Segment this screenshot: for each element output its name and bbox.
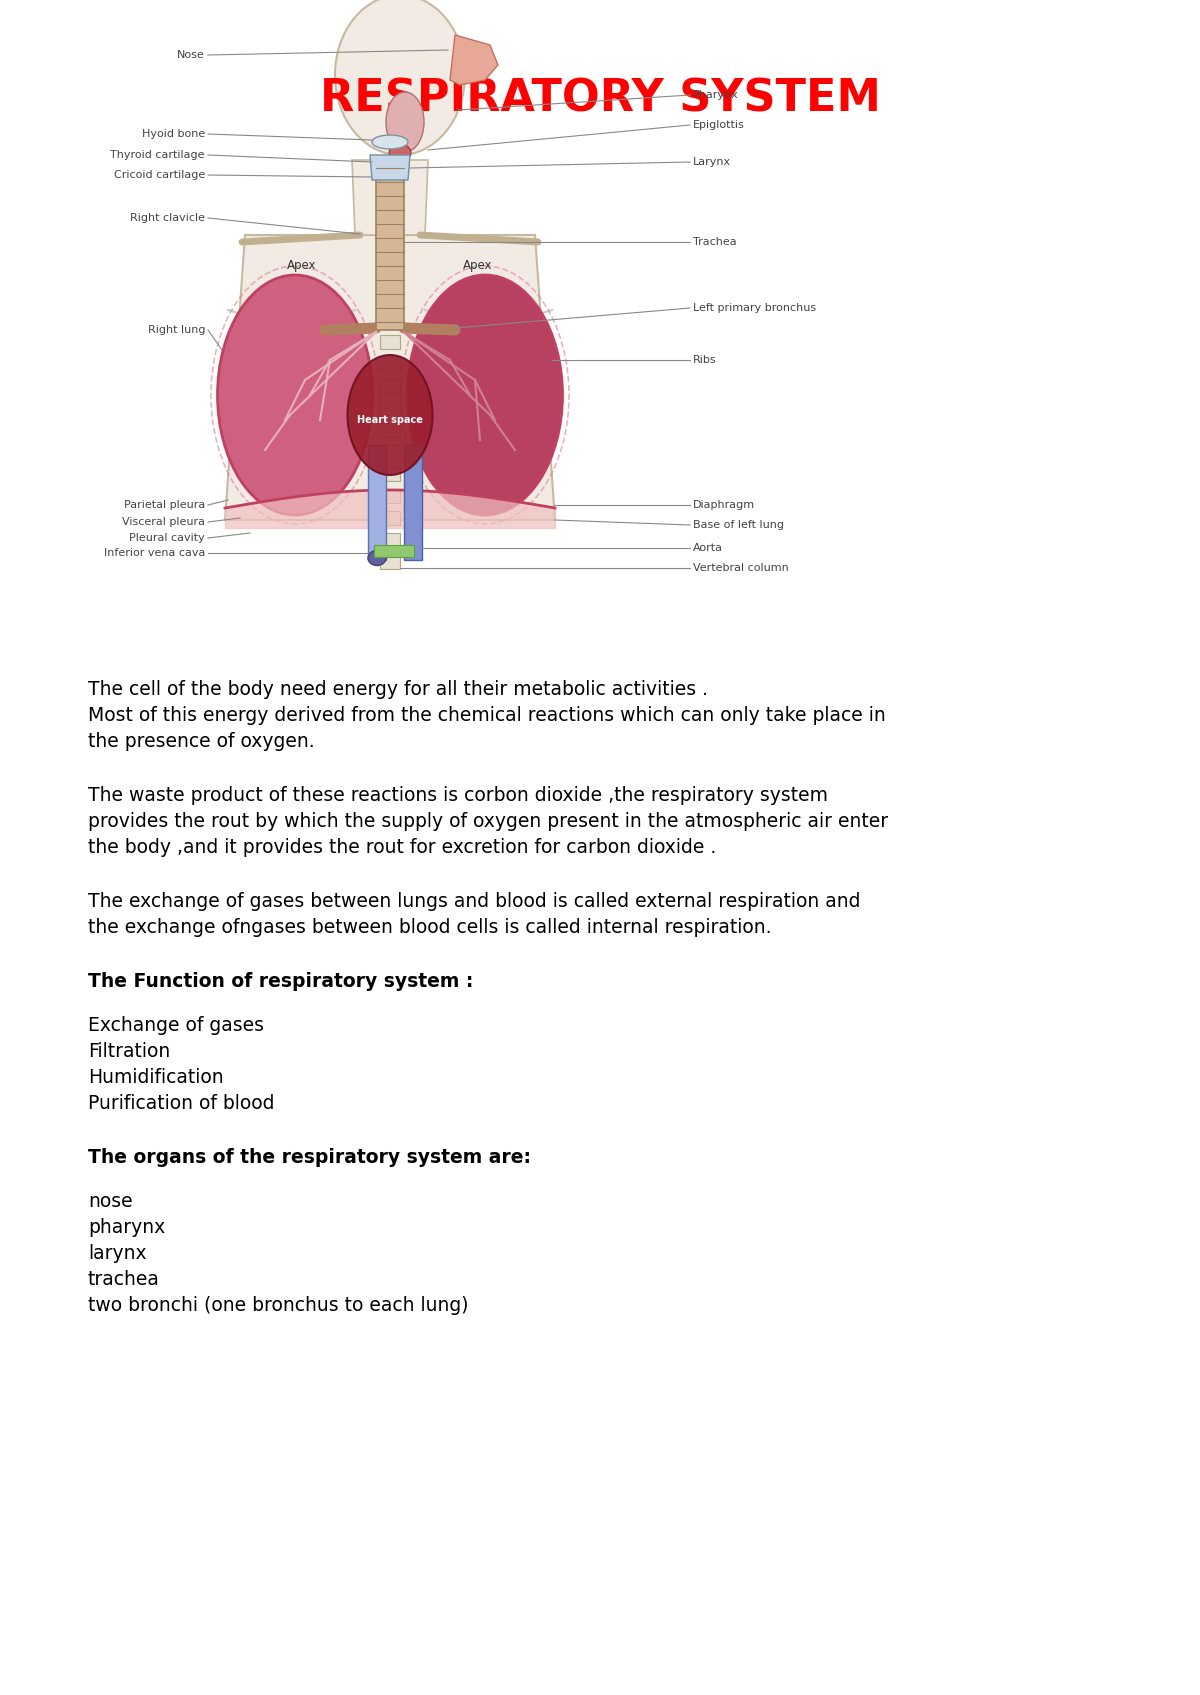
Text: Aorta: Aorta <box>694 542 722 553</box>
Bar <box>380 358 400 371</box>
Ellipse shape <box>389 144 410 163</box>
Ellipse shape <box>348 354 432 475</box>
Text: Heart space: Heart space <box>358 415 422 425</box>
Text: Base of left lung: Base of left lung <box>694 520 784 531</box>
Polygon shape <box>450 36 498 85</box>
Text: The cell of the body need energy for all their metabolic activities .: The cell of the body need energy for all… <box>88 680 708 698</box>
Text: Most of this energy derived from the chemical reactions which can only take plac: Most of this energy derived from the che… <box>88 707 886 725</box>
Bar <box>404 446 422 559</box>
Bar <box>374 546 414 558</box>
Text: The waste product of these reactions is corbon dioxide ,the respiratory system: The waste product of these reactions is … <box>88 786 828 805</box>
Text: Hyoid bone: Hyoid bone <box>142 129 205 139</box>
Text: Larynx: Larynx <box>694 158 731 168</box>
Text: two bronchi (one bronchus to each lung): two bronchi (one bronchus to each lung) <box>88 1297 468 1315</box>
Text: Parietal pleura: Parietal pleura <box>124 500 205 510</box>
Ellipse shape <box>372 136 408 149</box>
Text: Diaphragm: Diaphragm <box>694 500 755 510</box>
Text: Exchange of gases: Exchange of gases <box>88 1015 264 1036</box>
Text: The Function of respiratory system :: The Function of respiratory system : <box>88 971 473 992</box>
Text: larynx: larynx <box>88 1244 146 1263</box>
Text: Filtration: Filtration <box>88 1042 170 1061</box>
Ellipse shape <box>368 551 386 566</box>
Bar <box>380 336 400 349</box>
Bar <box>380 532 400 547</box>
Text: trachea: trachea <box>88 1270 160 1288</box>
Text: provides the rout by which the supply of oxygen present in the atmospheric air e: provides the rout by which the supply of… <box>88 812 888 831</box>
Bar <box>380 510 400 525</box>
Text: Right lung: Right lung <box>148 325 205 336</box>
Text: Nose: Nose <box>178 49 205 59</box>
Text: pharynx: pharynx <box>88 1219 166 1237</box>
Text: Pharynx: Pharynx <box>694 90 739 100</box>
Text: nose: nose <box>88 1192 133 1210</box>
Bar <box>380 488 400 503</box>
Bar <box>376 159 404 331</box>
Text: RESPIRATORY SYSTEM: RESPIRATORY SYSTEM <box>319 78 881 120</box>
Text: Apex: Apex <box>463 259 493 271</box>
Polygon shape <box>226 236 554 520</box>
Text: Pleural cavity: Pleural cavity <box>130 532 205 542</box>
Text: Humidification: Humidification <box>88 1068 223 1086</box>
Text: Ribs: Ribs <box>694 354 716 364</box>
Text: Vertebral column: Vertebral column <box>694 563 788 573</box>
Ellipse shape <box>386 92 424 153</box>
Bar <box>380 424 400 437</box>
Text: the exchange ofngases between blood cells is called internal respiration.: the exchange ofngases between blood cell… <box>88 919 772 937</box>
Bar <box>380 468 400 481</box>
Text: Right clavicle: Right clavicle <box>130 214 205 224</box>
Text: Left primary bronchus: Left primary bronchus <box>694 303 816 314</box>
Text: Visceral pleura: Visceral pleura <box>122 517 205 527</box>
Text: The organs of the respiratory system are:: The organs of the respiratory system are… <box>88 1148 530 1166</box>
Text: Inferior vena cava: Inferior vena cava <box>103 547 205 558</box>
Bar <box>380 446 400 459</box>
Ellipse shape <box>217 275 372 515</box>
Bar <box>368 446 386 559</box>
Ellipse shape <box>408 275 563 515</box>
Bar <box>380 402 400 415</box>
Bar <box>380 380 400 393</box>
Text: Purification of blood: Purification of blood <box>88 1093 275 1114</box>
Polygon shape <box>370 154 410 180</box>
Text: The exchange of gases between lungs and blood is called external respiration and: The exchange of gases between lungs and … <box>88 892 860 910</box>
Text: Trachea: Trachea <box>694 237 737 247</box>
Text: Epiglottis: Epiglottis <box>694 120 745 131</box>
Text: Apex: Apex <box>287 259 317 271</box>
Ellipse shape <box>335 0 466 154</box>
Bar <box>380 554 400 570</box>
Text: the body ,and it provides the rout for excretion for carbon dioxide .: the body ,and it provides the rout for e… <box>88 837 716 858</box>
Text: Cricoid cartilage: Cricoid cartilage <box>114 170 205 180</box>
Text: the presence of oxygen.: the presence of oxygen. <box>88 732 314 751</box>
Text: Thyroid cartilage: Thyroid cartilage <box>110 149 205 159</box>
Polygon shape <box>352 159 428 236</box>
